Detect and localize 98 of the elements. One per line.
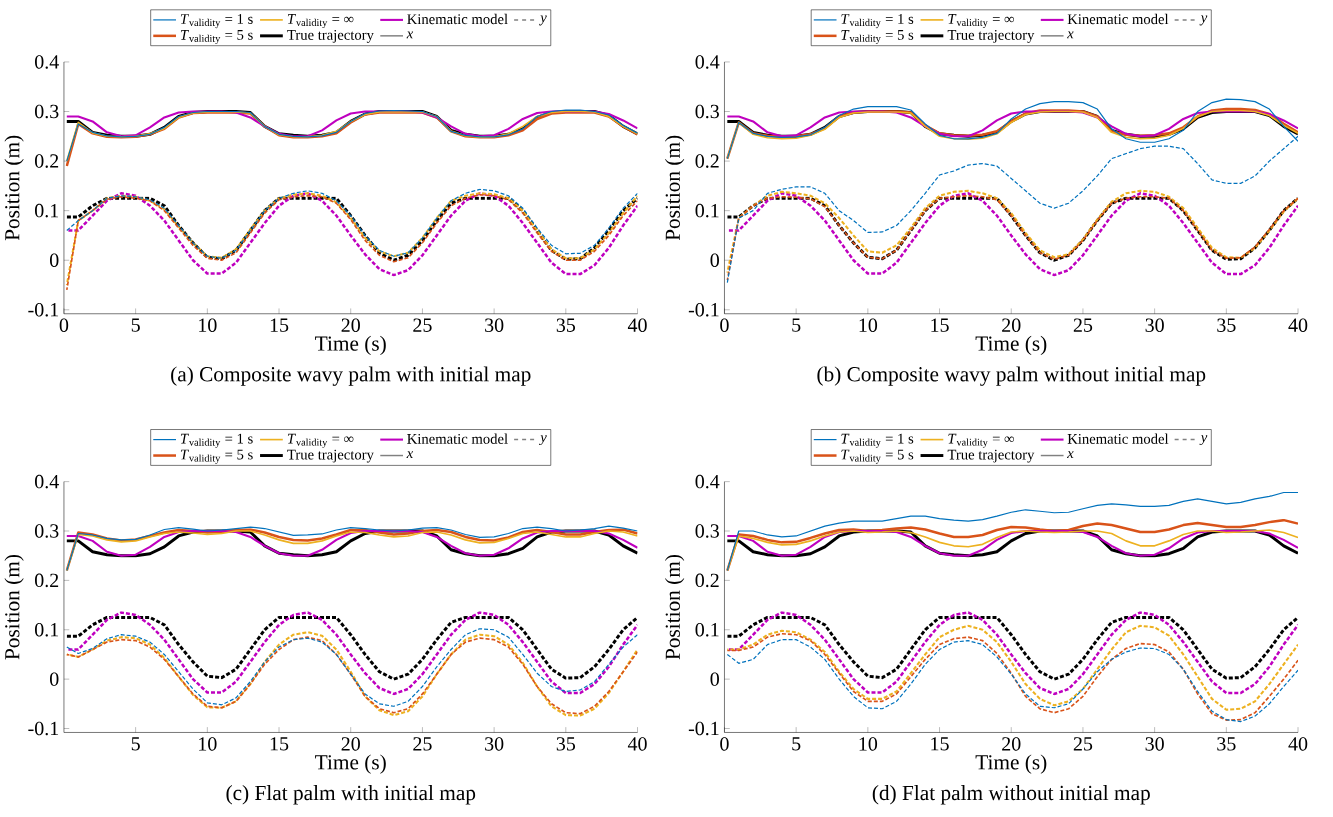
y-tick-label: 0 bbox=[710, 253, 719, 267]
y-axis-title: Position (m) bbox=[664, 135, 685, 241]
x-tick-label: 25 bbox=[413, 736, 432, 751]
x-tick-label: 35 bbox=[556, 736, 576, 751]
x-tick-label: 25 bbox=[1073, 318, 1093, 332]
x-tick-label: 35 bbox=[1217, 318, 1236, 332]
legend-label: True trajectory bbox=[947, 29, 1035, 43]
y-tick-label: 0.2 bbox=[695, 154, 719, 168]
x-tick-label: 30 bbox=[1145, 318, 1164, 332]
y-tick-label: 0.1 bbox=[695, 622, 719, 637]
y-tick-label: 0.2 bbox=[695, 573, 719, 587]
text: x bbox=[1067, 31, 1074, 39]
x-tick-label: 20 bbox=[1002, 318, 1021, 332]
x-tick-label: 35 bbox=[556, 318, 576, 332]
x-tick-label: 40 bbox=[1288, 736, 1308, 751]
x-tick-label: 5 bbox=[131, 318, 140, 332]
x-tick-label: 15 bbox=[931, 318, 949, 332]
legend-label: True trajectory bbox=[287, 449, 374, 463]
legend-label: T$_{validity}$ = 5 s bbox=[180, 29, 253, 44]
y-tick-label: 0.2 bbox=[35, 573, 59, 587]
y-tick-label: 0 bbox=[49, 672, 59, 686]
x-tick-label: 15 bbox=[270, 318, 289, 332]
text: (c) Flat palm with initial map bbox=[226, 784, 476, 805]
x-tick-label: 30 bbox=[485, 318, 504, 332]
x-tick-label: 20 bbox=[341, 736, 360, 751]
y-tick-label: 0.4 bbox=[695, 474, 720, 489]
text: x bbox=[406, 450, 414, 458]
legend-label: T$_{validity}$ = 5 s bbox=[841, 29, 914, 44]
x-tick-label: 20 bbox=[1002, 736, 1021, 751]
x-tick-label: 5 bbox=[792, 318, 801, 332]
x-axis-title: Time (s) bbox=[315, 754, 386, 774]
x-tick-label: 15 bbox=[270, 736, 289, 751]
text: y bbox=[1199, 15, 1208, 26]
legend-label: T$_{validity}$ = 1 s bbox=[841, 433, 914, 448]
text: x bbox=[1067, 450, 1074, 458]
x-axis-title: Time (s) bbox=[315, 335, 386, 355]
x-tick-label: 0 bbox=[59, 318, 69, 332]
legend-label: T$_{validity}$ = 5 s bbox=[180, 449, 253, 464]
legend-label: Kinematic model bbox=[407, 13, 508, 24]
x-tick-label: 10 bbox=[859, 736, 878, 751]
x-tick-label: 10 bbox=[859, 318, 878, 332]
text: (b) Composite wavy palm without initial map bbox=[817, 366, 1206, 386]
x-tick-label: 15 bbox=[931, 736, 949, 751]
y-tick-label: 0.1 bbox=[35, 203, 59, 218]
legend-label: T$_{validity}$ = ∞ bbox=[287, 13, 354, 28]
x-axis-title: Time (s) bbox=[975, 754, 1047, 774]
y-tick-label: 0.1 bbox=[35, 622, 59, 637]
x-tick-label: 5 bbox=[131, 736, 140, 751]
y-tick-label: 0.1 bbox=[695, 203, 719, 218]
x-tick-label: 30 bbox=[485, 736, 504, 751]
y-tick-label: -0.1 bbox=[28, 302, 59, 317]
x-tick-label: 40 bbox=[627, 736, 647, 751]
text: (a) Composite wavy palm with initial map bbox=[171, 366, 531, 386]
legend-label: T$_{validity}$ = ∞ bbox=[948, 13, 1014, 28]
legend-label: T$_{validity}$ = 1 s bbox=[180, 13, 253, 28]
x-tick-label: 35 bbox=[1217, 736, 1236, 751]
x-tick-label: 30 bbox=[1145, 736, 1164, 751]
legend-label: True trajectory bbox=[287, 29, 374, 43]
legend-label: T$_{validity}$ = ∞ bbox=[948, 433, 1014, 448]
legend-label: Kinematic model bbox=[1067, 13, 1169, 24]
y-tick-label: -0.1 bbox=[688, 721, 719, 736]
x-axis-title: Time (s) bbox=[975, 335, 1047, 355]
y-tick-label: 0 bbox=[49, 253, 59, 267]
y-axis-title: Position (m) bbox=[664, 554, 685, 660]
y-tick-label: 0.3 bbox=[695, 104, 719, 119]
x-tick-label: 10 bbox=[199, 736, 217, 751]
legend-label: Kinematic model bbox=[1067, 433, 1169, 444]
x-tick-label: 0 bbox=[720, 318, 729, 332]
x-tick-label: 40 bbox=[627, 318, 647, 332]
y-tick-label: -0.1 bbox=[28, 721, 59, 736]
y-tick-label: 0.4 bbox=[35, 474, 59, 489]
text: y bbox=[539, 435, 547, 445]
x-tick-label: 5 bbox=[792, 736, 801, 751]
x-tick-label: 20 bbox=[341, 318, 360, 332]
y-tick-label: 0.2 bbox=[35, 154, 59, 168]
x-tick-label: 25 bbox=[413, 318, 432, 332]
x-tick-label: 10 bbox=[199, 318, 217, 332]
text: (d) Flat palm without initial map bbox=[872, 784, 1150, 805]
y-axis-title: Position (m) bbox=[4, 554, 24, 660]
legend-label: True trajectory bbox=[947, 449, 1035, 463]
y-tick-label: 0.4 bbox=[695, 54, 720, 69]
x-tick-label: 40 bbox=[1288, 318, 1308, 332]
text: x bbox=[406, 31, 414, 39]
legend-label: T$_{validity}$ = 1 s bbox=[180, 433, 253, 448]
x-tick-label: 25 bbox=[1073, 736, 1093, 751]
text: y bbox=[539, 15, 547, 26]
legend-label: T$_{validity}$ = ∞ bbox=[287, 433, 354, 448]
legend-label: T$_{validity}$ = 1 s bbox=[841, 13, 914, 28]
legend-label: T$_{validity}$ = 5 s bbox=[841, 449, 914, 464]
y-tick-label: 0.3 bbox=[35, 104, 59, 119]
legend-label: Kinematic model bbox=[407, 433, 508, 444]
y-tick-label: 0.4 bbox=[35, 54, 59, 69]
y-tick-label: -0.1 bbox=[688, 302, 719, 317]
y-tick-label: 0.3 bbox=[35, 524, 59, 538]
text: y bbox=[1199, 435, 1208, 445]
y-axis-title: Position (m) bbox=[4, 135, 24, 241]
y-tick-label: 0.3 bbox=[695, 524, 719, 538]
y-tick-label: 0 bbox=[710, 672, 719, 686]
